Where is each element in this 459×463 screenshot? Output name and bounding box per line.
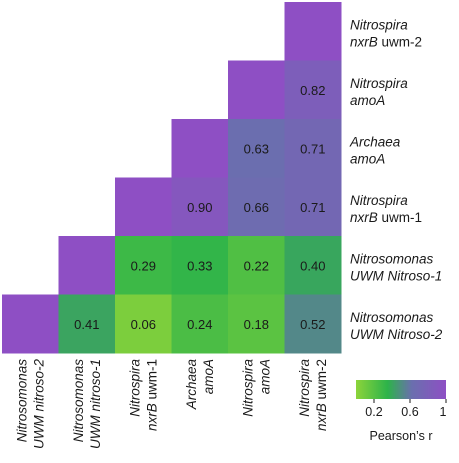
cell-value-label: 0.29 — [131, 258, 156, 273]
color-scale-legend: 0.2 0.6 1 Pearson’s r — [356, 380, 447, 443]
cell-value-label: 0.41 — [74, 317, 99, 332]
color-scale-title: Pearson’s r — [370, 429, 433, 443]
heatmap-cell — [171, 294, 229, 354]
heatmap-cell — [58, 236, 116, 295]
svg-text:UWM nitroso-1: UWM nitroso-1 — [88, 359, 103, 449]
heatmap-cells: 0.82 0.63 0.71 0.90 0.66 0.71 0.29 0.33 0.22 0.40… — [2, 2, 342, 354]
heatmap-cell — [228, 236, 285, 295]
cell-value-label: 0.06 — [131, 317, 156, 332]
cell-value-label: 0.63 — [244, 141, 269, 156]
column-label: Archaea amoA — [184, 359, 216, 411]
svg-text:UWM nitroso-2: UWM nitroso-2 — [31, 359, 46, 450]
row-label-qualifier: UWM Nitroso-1 — [350, 268, 442, 283]
heatmap-cell — [228, 177, 285, 237]
column-label: Nitrosomonas UWM nitroso-2 — [14, 359, 46, 450]
svg-text:Archaea: Archaea — [184, 359, 199, 411]
heatmap-cell — [228, 60, 285, 120]
svg-text:Nitrosomonas: Nitrosomonas — [71, 359, 86, 443]
cell-value-label: 0.40 — [300, 258, 325, 273]
row-label-qualifier: nxrB uwm-2 — [350, 34, 422, 49]
cell-value-label: 0.66 — [244, 200, 269, 215]
svg-text:amoA: amoA — [201, 359, 216, 394]
heatmap-cell — [115, 294, 172, 354]
row-label-qualifier: UWM Nitroso-2 — [350, 327, 443, 342]
color-scale-tick-label: 0.6 — [401, 405, 418, 419]
cell-value-label: 0.22 — [244, 258, 269, 273]
svg-text:amoA: amoA — [257, 359, 272, 394]
row-label: Nitrosomonas — [350, 310, 434, 325]
row-label: Nitrospira — [350, 17, 408, 32]
heatmap-cell — [115, 177, 172, 237]
row-label-qualifier: amoA — [350, 151, 385, 166]
cell-value-label: 0.90 — [187, 200, 212, 215]
heatmap-cell — [284, 177, 342, 237]
heatmap-cell — [171, 177, 229, 237]
heatmap-cell — [284, 294, 342, 354]
heatmap-cell — [284, 236, 342, 295]
heatmap-cell — [171, 236, 229, 295]
svg-text:nxrB uwm-2: nxrB uwm-2 — [314, 359, 329, 431]
row-label-qualifier: amoA — [350, 93, 385, 108]
heatmap-cell — [284, 2, 342, 61]
heatmap-cell — [284, 60, 342, 120]
cell-value-label: 0.33 — [187, 258, 212, 273]
heatmap-cell — [58, 294, 116, 354]
cell-value-label: 0.18 — [244, 317, 269, 332]
heatmap-cell — [2, 294, 59, 354]
column-labels: Nitrosomonas UWM nitroso-2 Nitrosomonas UWM… — [14, 359, 329, 450]
svg-text:Nitrosomonas: Nitrosomonas — [14, 359, 29, 443]
svg-text:Nitrospira: Nitrospira — [127, 359, 142, 417]
color-scale-tick-label: 0.2 — [365, 405, 382, 419]
svg-text:Nitrospira: Nitrospira — [240, 359, 255, 417]
cell-value-label: 0.71 — [300, 200, 325, 215]
row-labels: Nitrospira nxrB uwm-2 Nitrospira amoA Archae… — [349, 17, 443, 342]
color-scale-bar — [356, 380, 446, 399]
svg-text:Nitrospira: Nitrospira — [297, 359, 312, 417]
cell-value-label: 0.52 — [300, 317, 325, 332]
heatmap-cell — [115, 236, 172, 295]
cell-value-label: 0.82 — [300, 83, 325, 98]
row-label: Archaea — [349, 134, 401, 149]
heatmap-cell — [284, 119, 342, 178]
row-label: Nitrosomonas — [350, 251, 434, 266]
color-scale-tick-label: 1 — [440, 405, 447, 419]
cell-value-label: 0.24 — [187, 317, 212, 332]
heatmap-cell — [228, 119, 285, 178]
cell-value-label: 0.71 — [300, 141, 325, 156]
row-label-qualifier: nxrB uwm-1 — [350, 210, 422, 225]
heatmap-cell — [171, 119, 229, 178]
row-label: Nitrospira — [350, 76, 408, 91]
svg-text:nxrB uwm-1: nxrB uwm-1 — [144, 359, 159, 431]
heatmap-cell — [228, 294, 285, 354]
row-label: Nitrospira — [350, 193, 408, 208]
column-label: Nitrospira amoA — [240, 359, 272, 417]
column-label: Nitrosomonas UWM nitroso-1 — [71, 359, 103, 449]
color-scale-ticks: 0.2 0.6 1 — [365, 399, 447, 419]
